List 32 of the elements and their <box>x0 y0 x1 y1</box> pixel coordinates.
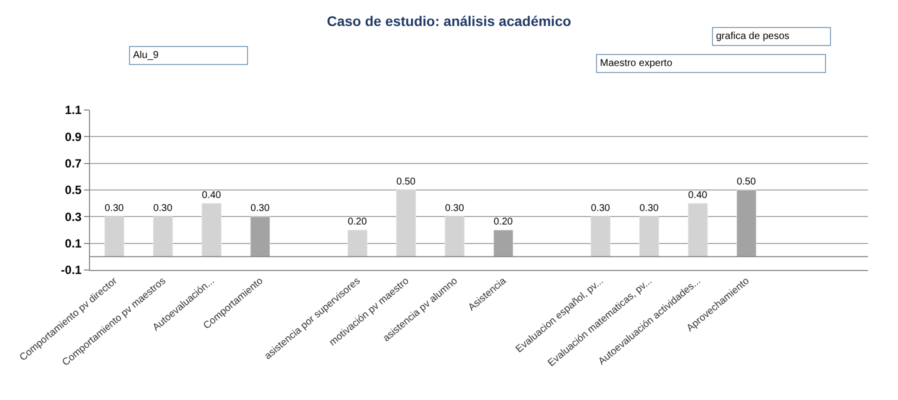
data-label: 0.30 <box>444 203 465 214</box>
bar <box>347 230 368 257</box>
data-label: 0.50 <box>736 176 756 188</box>
bar <box>104 216 124 257</box>
data-label: 0.20 <box>494 216 514 228</box>
text: grafica de pesos <box>716 31 790 42</box>
bar <box>590 216 611 257</box>
bar <box>396 190 416 257</box>
y-tick-label: 0.1 <box>64 236 82 251</box>
data-label: 0.40 <box>688 190 708 201</box>
y-tick-label: -0.1 <box>60 263 82 278</box>
bar <box>202 203 222 257</box>
bar <box>444 216 465 257</box>
y-tick-label: 0.7 <box>64 156 82 171</box>
bar <box>639 216 660 257</box>
y-tick-label: 0.3 <box>64 210 82 224</box>
data-label: 0.40 <box>202 190 222 201</box>
data-label: 0.30 <box>590 203 611 214</box>
text: Maestro experto <box>600 58 673 69</box>
text: Alu_9 <box>133 50 160 61</box>
data-label: 0.30 <box>153 203 173 214</box>
chart-title: Caso de estudio: análisis académico <box>326 12 572 29</box>
data-label: 0.50 <box>396 176 416 188</box>
y-tick-label: 0.9 <box>64 130 82 144</box>
data-label: 0.30 <box>104 203 124 214</box>
data-label: 0.30 <box>250 203 270 214</box>
y-tick-label: 1.1 <box>64 103 82 118</box>
data-label: 0.30 <box>639 203 660 214</box>
data-label: 0.20 <box>348 216 368 228</box>
bar <box>688 203 708 257</box>
y-tick-label: 0.5 <box>64 183 82 198</box>
bar <box>152 216 173 257</box>
